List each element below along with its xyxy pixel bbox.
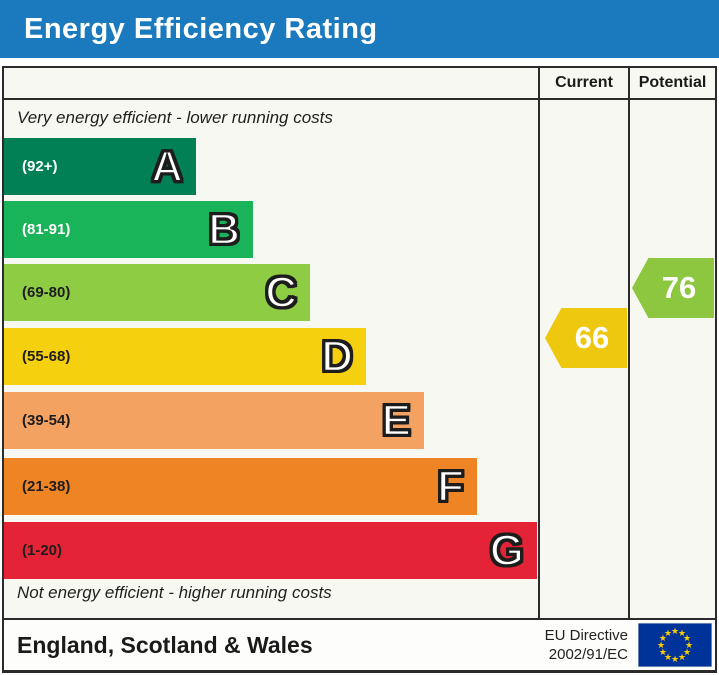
band-a-letter: A: [150, 141, 184, 191]
band-e-range: (39-54): [22, 412, 71, 429]
band-g-range: (1-20): [22, 542, 63, 559]
column-divider: [628, 68, 630, 620]
band-c-letter: C: [264, 267, 298, 317]
svg-text:★: ★: [659, 634, 667, 644]
page-title: Energy Efficiency Rating: [24, 12, 378, 45]
svg-text:★: ★: [659, 648, 667, 658]
eu-directive-line1: EU Directive: [544, 626, 628, 644]
title-bar: Energy Efficiency Rating: [0, 0, 719, 58]
band-f-range: (21-38): [22, 478, 71, 495]
svg-text:★: ★: [678, 653, 686, 663]
svg-text:★: ★: [678, 629, 686, 639]
band-d-range: (55-68): [22, 348, 71, 365]
svg-text:★: ★: [683, 634, 691, 644]
svg-text:★: ★: [664, 629, 672, 639]
bottom-note: Not energy efficient - higher running co…: [17, 583, 332, 602]
column-header-current: Current: [555, 74, 613, 91]
potential-rating-arrow: 76: [632, 258, 714, 318]
band-c: (69-80) C: [4, 264, 310, 321]
rating-table: Current Potential Very energy efficient …: [2, 66, 717, 673]
svg-text:★: ★: [671, 627, 679, 637]
eu-directive-line2: 2002/91/EC: [548, 646, 628, 663]
band-d-letter: D: [320, 331, 354, 381]
band-d: (55-68) D: [4, 328, 366, 385]
band-c-range: (69-80): [22, 284, 71, 301]
region-label: England, Scotland & Wales: [17, 631, 313, 658]
eu-flag-icon: ★ ★ ★ ★ ★ ★ ★ ★ ★ ★ ★ ★: [638, 623, 712, 667]
eu-directive-label: EU Directive 2002/91/EC: [545, 626, 628, 665]
band-g: (1-20) G: [4, 522, 537, 579]
band-a: (92+) A: [4, 138, 196, 195]
footer-divider: [4, 618, 715, 620]
band-a-range: (92+): [22, 158, 58, 175]
column-divider: [538, 68, 540, 620]
svg-text:★: ★: [657, 641, 665, 651]
band-f: (21-38) F: [4, 458, 477, 515]
band-f-letter: F: [436, 461, 465, 511]
svg-text:★: ★: [685, 641, 693, 651]
band-e-letter: E: [380, 395, 412, 445]
band-b-range: (81-91): [22, 221, 71, 238]
current-rating-arrow: 66: [545, 308, 627, 368]
svg-text:★: ★: [683, 648, 691, 658]
header-row-divider: [4, 98, 715, 100]
band-b: (81-91) B: [4, 201, 253, 258]
svg-text:★: ★: [664, 653, 672, 663]
band-b-letter: B: [207, 204, 241, 254]
column-header-potential: Potential: [638, 74, 707, 91]
top-note: Very energy efficient - lower running co…: [17, 108, 333, 127]
footer-row: England, Scotland & Wales EU Directive 2…: [4, 620, 715, 670]
band-g-letter: G: [489, 525, 526, 575]
band-e: (39-54) E: [4, 392, 424, 449]
svg-text:★: ★: [671, 655, 679, 665]
